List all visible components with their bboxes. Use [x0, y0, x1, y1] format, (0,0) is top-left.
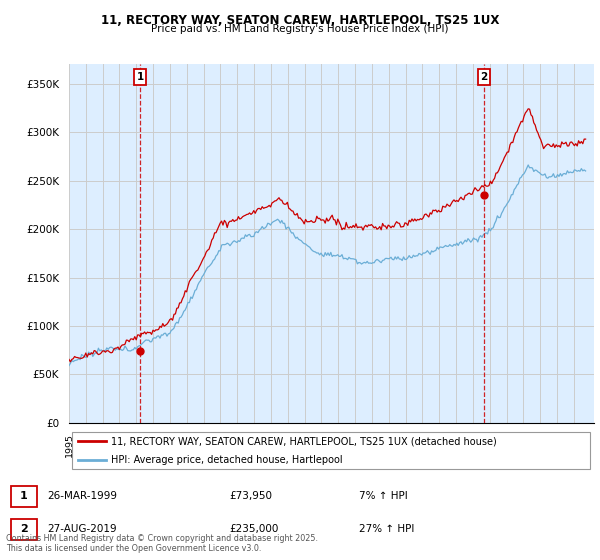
Text: HPI: Average price, detached house, Hartlepool: HPI: Average price, detached house, Hart… — [111, 455, 343, 465]
Text: £73,950: £73,950 — [229, 491, 272, 501]
FancyBboxPatch shape — [11, 486, 37, 507]
Text: 2: 2 — [20, 524, 28, 534]
Text: 26-MAR-1999: 26-MAR-1999 — [47, 491, 117, 501]
Text: £235,000: £235,000 — [229, 524, 279, 534]
FancyBboxPatch shape — [11, 519, 37, 540]
Text: 7% ↑ HPI: 7% ↑ HPI — [359, 491, 407, 501]
Text: 11, RECTORY WAY, SEATON CAREW, HARTLEPOOL, TS25 1UX (detached house): 11, RECTORY WAY, SEATON CAREW, HARTLEPOO… — [111, 436, 497, 446]
Text: 1: 1 — [20, 491, 28, 501]
Text: 2: 2 — [481, 72, 488, 82]
Text: 27% ↑ HPI: 27% ↑ HPI — [359, 524, 414, 534]
Text: 11, RECTORY WAY, SEATON CAREW, HARTLEPOOL, TS25 1UX: 11, RECTORY WAY, SEATON CAREW, HARTLEPOO… — [101, 14, 499, 27]
FancyBboxPatch shape — [71, 432, 590, 469]
Text: Price paid vs. HM Land Registry's House Price Index (HPI): Price paid vs. HM Land Registry's House … — [151, 24, 449, 34]
Text: 27-AUG-2019: 27-AUG-2019 — [47, 524, 117, 534]
Text: Contains HM Land Registry data © Crown copyright and database right 2025.
This d: Contains HM Land Registry data © Crown c… — [6, 534, 318, 553]
Text: 1: 1 — [137, 72, 144, 82]
